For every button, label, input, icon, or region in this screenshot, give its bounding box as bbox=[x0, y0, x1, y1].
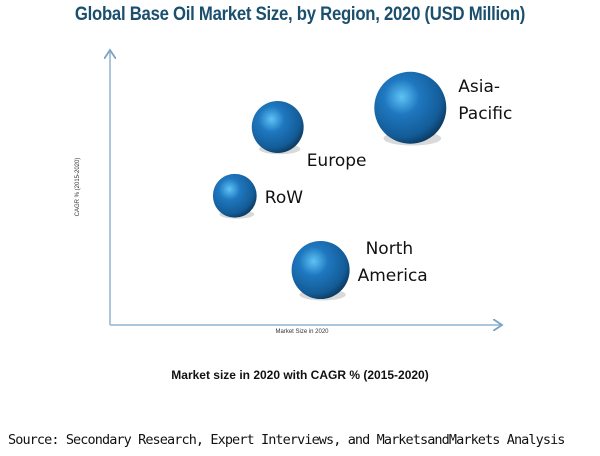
x-axis-label: Market Size in 2020 bbox=[275, 329, 329, 335]
chart-title: Global Base Oil Market Size, by Region, … bbox=[74, 4, 526, 25]
bubble-asiapacific bbox=[374, 71, 447, 144]
source-note: Source: Secondary Research, Expert Inter… bbox=[8, 432, 565, 448]
bubble-label: Asia- bbox=[458, 77, 500, 97]
bubble-row bbox=[212, 173, 257, 218]
bubble-label: America bbox=[358, 266, 428, 286]
bubble-northamerica bbox=[291, 240, 350, 300]
chart-subtitle: Market size in 2020 with CAGR % (2015-20… bbox=[171, 368, 429, 382]
bubble-europe bbox=[251, 101, 304, 153]
bubble-label: RoW bbox=[265, 188, 303, 208]
bubble-label: North bbox=[366, 239, 414, 259]
bubble-label: Europe bbox=[307, 151, 367, 171]
bubble-label: Pacific bbox=[458, 104, 512, 124]
y-axis-label: CAGR % (2015-2020) bbox=[75, 158, 81, 217]
